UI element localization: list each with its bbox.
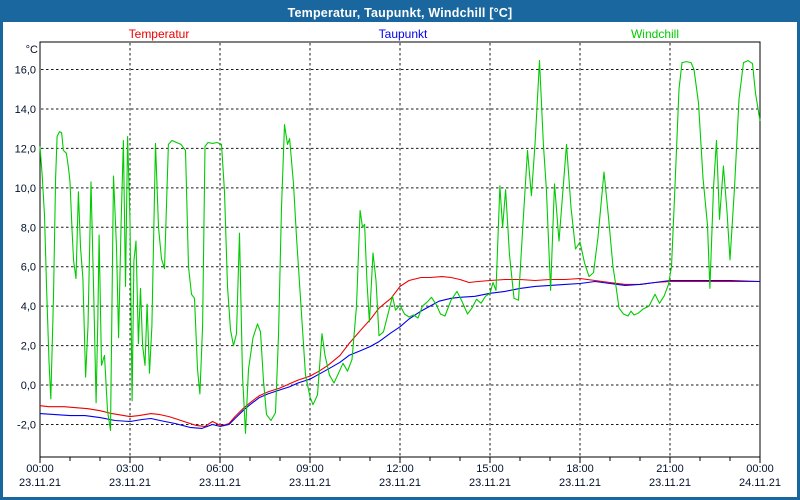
y-tick-label: 0,0 (21, 380, 36, 392)
y-axis-unit-label: °C (26, 44, 38, 56)
x-tick-date-label: 23.11.21 (379, 477, 421, 489)
x-tick-date-label: 23.11.21 (649, 477, 691, 489)
y-tick-label: 14,0 (15, 104, 36, 116)
y-tick-label: 6,0 (21, 262, 36, 274)
legend-label-temperatur: Temperatur (128, 27, 190, 41)
series-line-taupunkt (39, 279, 761, 429)
x-tick-date-label: 23.11.21 (109, 477, 151, 489)
x-tick-time-label: 00:00 (746, 463, 774, 475)
x-tick-time-label: 06:00 (206, 463, 234, 475)
chart-canvas: °C 16,0 14,0 12,0 10,0 8,0 6,0 4,0 2,0 0,0 -2,0 00:… (15, 41, 781, 489)
series-line-temperatur (39, 276, 760, 427)
x-tick-date-label: 24.11.21 (739, 477, 781, 489)
x-tick-time-label: 15:00 (476, 463, 504, 475)
y-tick-label: 16,0 (15, 65, 36, 77)
title-bar: Temperatur, Taupunkt, Windchill [°C] (3, 3, 797, 22)
legend-item-temperatur: Temperatur (79, 27, 239, 41)
y-tick-label: 2,0 (21, 341, 36, 353)
x-tick-time-label: 18:00 (566, 463, 594, 475)
y-tick-label: 8,0 (21, 222, 36, 234)
x-tick-date-label: 23.11.21 (289, 477, 331, 489)
x-tick-time-label: 00:00 (26, 463, 54, 475)
legend-item-windchill: Windchill (575, 27, 735, 41)
legend-label-windchill: Windchill (630, 27, 679, 41)
legend-label-taupunkt: Taupunkt (378, 27, 428, 41)
window-title: Temperatur, Taupunkt, Windchill [°C] (287, 5, 513, 20)
x-tick-date-label: 23.11.21 (199, 477, 241, 489)
x-tick-time-label: 12:00 (386, 463, 414, 475)
y-tick-label: -2,0 (17, 419, 36, 431)
x-tick-time-label: 09:00 (296, 463, 324, 475)
x-tick-time-label: 21:00 (656, 463, 684, 475)
x-tick-date-label: 23.11.21 (469, 477, 511, 489)
x-tick-date-label: 23.11.21 (19, 477, 61, 489)
y-tick-label: 4,0 (21, 301, 36, 313)
y-tick-label: 10,0 (15, 183, 36, 195)
y-tick-label: 12,0 (15, 143, 36, 155)
legend-item-taupunkt: Taupunkt (323, 27, 483, 41)
x-tick-time-label: 03:00 (116, 463, 144, 475)
x-tick-date-label: 23.11.21 (559, 477, 601, 489)
series-line-windchill (39, 60, 761, 434)
